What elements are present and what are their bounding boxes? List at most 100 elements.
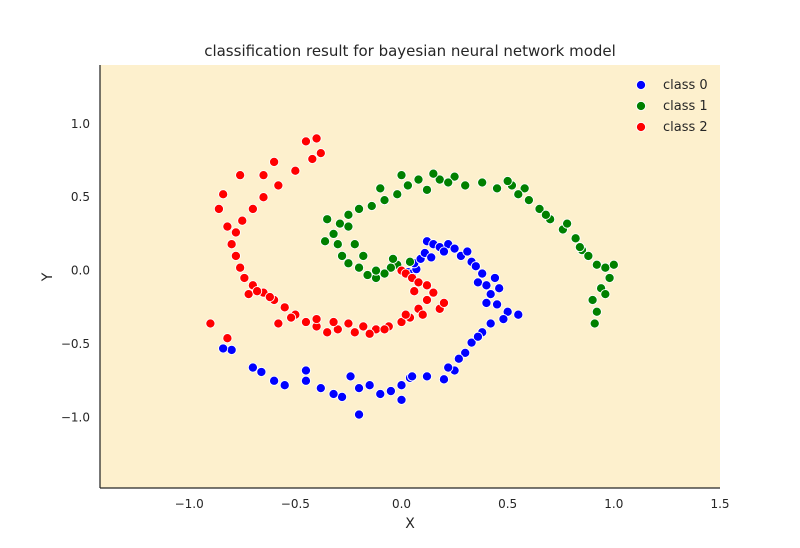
data-point [328, 316, 339, 328]
data-point [375, 388, 386, 400]
data-point [421, 184, 433, 195]
data-point [460, 180, 471, 191]
data-point [264, 292, 275, 303]
data-point [470, 261, 481, 272]
data-point [247, 362, 258, 373]
data-point [562, 218, 573, 229]
y-tick-label: 0.5 [71, 190, 90, 204]
data-point [591, 259, 602, 270]
data-point [239, 272, 250, 284]
data-point [205, 318, 216, 329]
data-point [426, 252, 437, 263]
data-point [421, 280, 433, 291]
data-point [600, 289, 611, 300]
data-point [252, 286, 263, 297]
data-point [438, 246, 450, 257]
data-point [587, 294, 598, 306]
data-point [387, 253, 399, 264]
data-point [462, 246, 473, 257]
data-point [332, 324, 343, 335]
y-axis-label: Y [40, 272, 56, 282]
x-tick-label: 1.5 [710, 497, 729, 511]
data-point [513, 309, 524, 320]
data-point [396, 380, 407, 391]
data-point [269, 375, 280, 386]
data-point [502, 306, 513, 317]
data-point [279, 380, 290, 391]
legend-label: class 0 [663, 78, 708, 93]
data-point [413, 174, 424, 185]
x-tick-label: 0.5 [498, 497, 517, 511]
data-point [256, 366, 267, 378]
data-point [600, 262, 611, 273]
data-point [269, 156, 280, 167]
data-point [449, 171, 460, 182]
data-point [362, 269, 373, 281]
data-point [343, 209, 354, 220]
chart-title: classification result for bayesian neura… [204, 42, 616, 60]
data-point [385, 386, 396, 397]
data-point [413, 277, 424, 288]
series-class-2 [205, 133, 450, 344]
data-point [237, 215, 248, 226]
data-point [370, 265, 382, 276]
x-tick-label: 1.0 [604, 497, 623, 511]
data-point [332, 239, 343, 250]
data-point [358, 321, 369, 332]
data-point [230, 227, 241, 238]
data-point [353, 203, 365, 214]
data-point [485, 318, 496, 329]
data-point [353, 262, 365, 273]
x-tick-label: −1.0 [175, 497, 204, 511]
data-point [498, 314, 509, 325]
data-point [519, 183, 530, 194]
data-point [492, 299, 503, 310]
legend: class 0 class 1 class 2 [635, 78, 708, 135]
data-point [279, 302, 290, 313]
data-point [481, 297, 492, 308]
legend-marker [635, 121, 647, 133]
data-point [290, 165, 301, 176]
data-point [300, 136, 312, 147]
data-point [396, 170, 407, 181]
x-tick-labels: −1.0 −0.5 0.0 0.5 1.0 1.5 [175, 497, 730, 511]
data-point [608, 259, 619, 270]
data-point [300, 316, 312, 328]
data-point [438, 374, 450, 385]
legend-item: class 1 [635, 99, 708, 114]
data-point [353, 383, 365, 394]
data-point [222, 333, 233, 344]
data-point [477, 268, 488, 279]
data-point [230, 250, 241, 261]
data-point [534, 203, 545, 214]
data-point [485, 289, 496, 300]
data-point [343, 258, 354, 269]
data-point [311, 314, 322, 325]
x-axis-label: X [405, 516, 415, 532]
data-point [443, 177, 454, 188]
data-point [273, 318, 284, 329]
data-point [421, 294, 433, 306]
data-point [300, 365, 312, 376]
y-tick-labels: −1.0 −0.5 0.0 0.5 1.0 [61, 117, 90, 425]
points-layer [205, 133, 619, 420]
data-point [273, 180, 284, 191]
data-point [311, 133, 322, 144]
data-point [315, 148, 326, 159]
data-point [343, 221, 354, 232]
data-point [247, 203, 258, 214]
y-tick-label: −1.0 [61, 411, 90, 425]
data-point [438, 297, 450, 308]
data-point [334, 218, 345, 229]
data-point [589, 318, 600, 329]
data-point [492, 183, 503, 194]
data-point [213, 203, 224, 214]
data-point [328, 388, 339, 400]
data-point [258, 192, 269, 203]
data-point [443, 362, 454, 373]
series-class-1 [320, 168, 619, 329]
data-point [337, 391, 348, 402]
data-point [472, 277, 483, 288]
data-point [449, 243, 460, 254]
